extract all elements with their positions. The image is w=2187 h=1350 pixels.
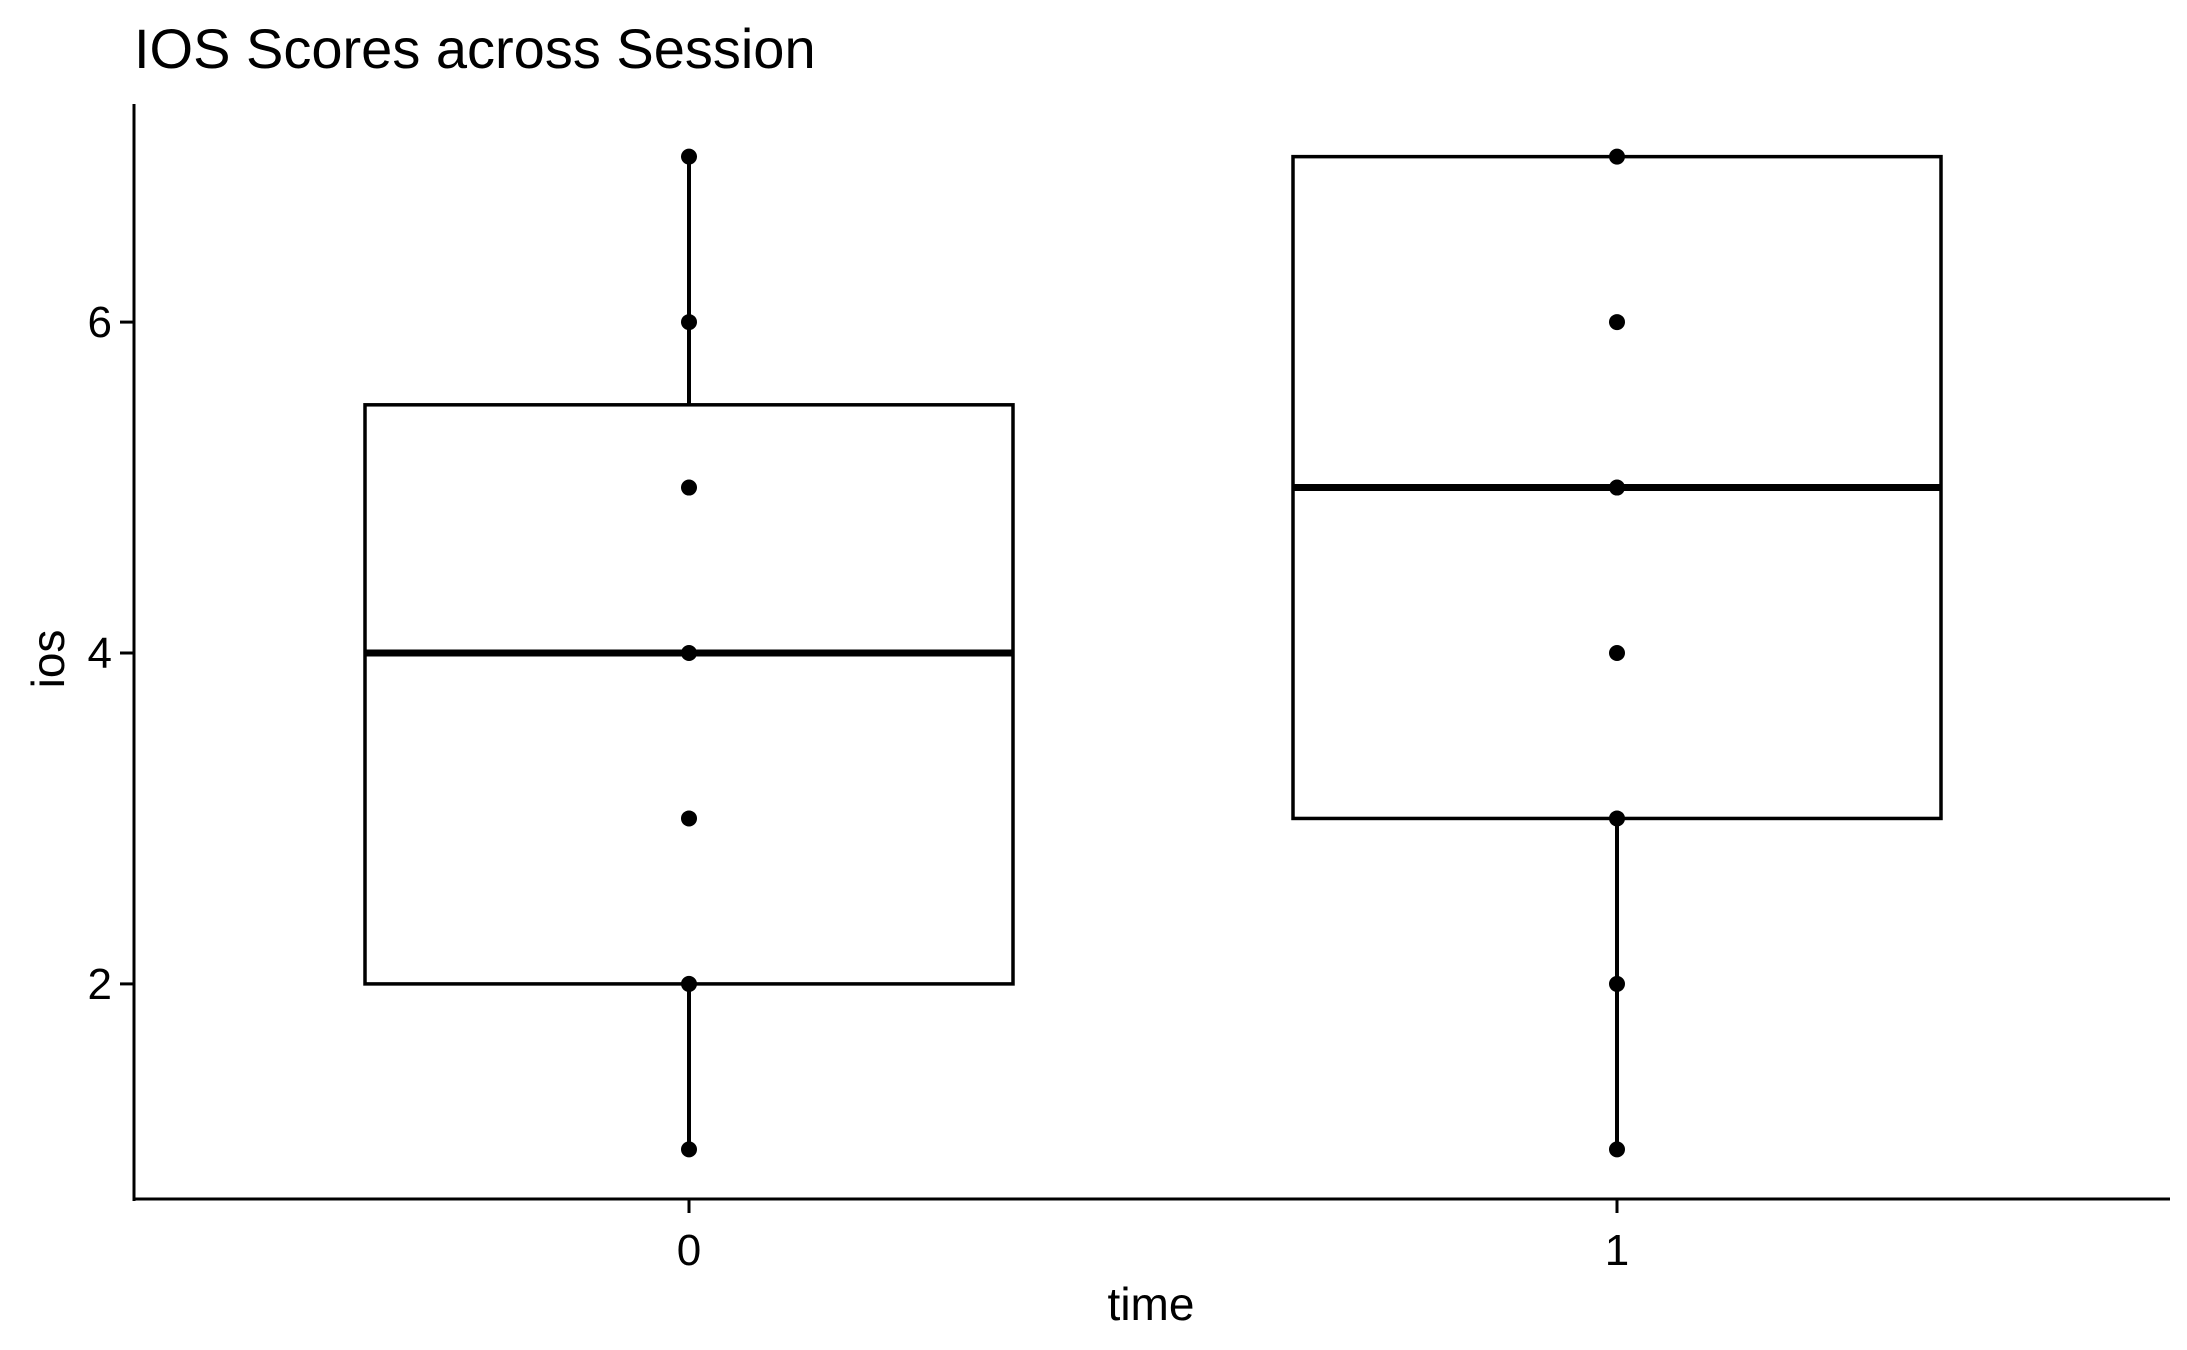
data-point: [681, 314, 697, 331]
x-axis-label: time: [1108, 1278, 1195, 1330]
data-point: [1609, 479, 1625, 496]
data-point: [681, 148, 697, 165]
y-tick-label: 6: [88, 298, 112, 347]
y-axis-label: ios: [22, 630, 74, 689]
y-tick-label: 2: [88, 960, 112, 1009]
x-tick-label: 1: [1605, 1226, 1629, 1275]
data-point: [681, 479, 697, 496]
x-tick-label: 0: [677, 1226, 701, 1275]
data-point: [681, 810, 697, 827]
data-point: [1609, 975, 1625, 992]
data-point: [1609, 810, 1625, 827]
box-iqr: [363, 403, 1015, 986]
data-point: [681, 1141, 697, 1158]
data-point: [1609, 1141, 1625, 1158]
data-point: [1609, 645, 1625, 661]
plot-area: 2 4 6 0 1: [88, 104, 2170, 1275]
data-point: [1609, 314, 1625, 331]
chart-title: IOS Scores across Session: [134, 17, 816, 80]
data-point: [681, 645, 697, 661]
y-tick-label: 4: [88, 629, 112, 678]
data-point: [681, 975, 697, 992]
data-point: [1609, 148, 1625, 165]
